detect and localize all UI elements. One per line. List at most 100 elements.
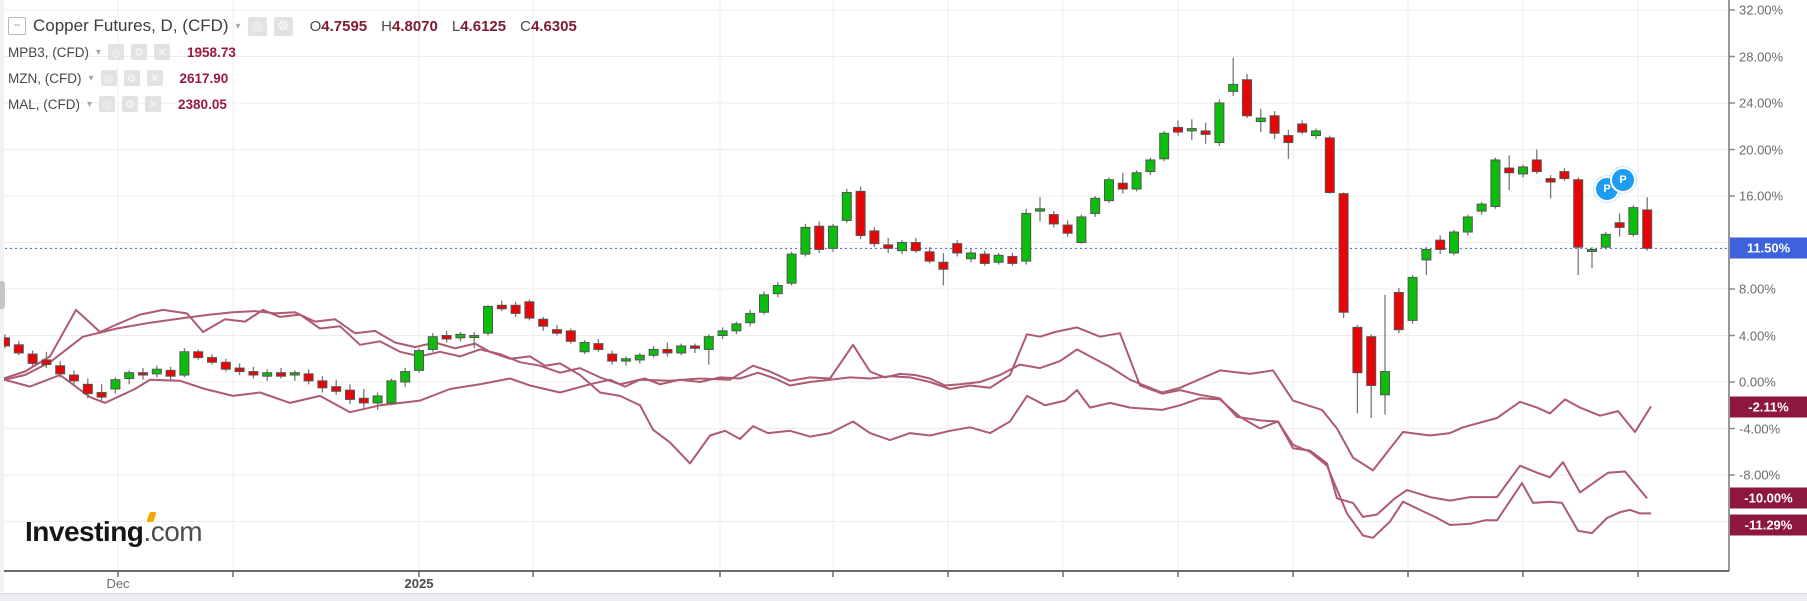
candle-up bbox=[1449, 231, 1459, 254]
close-value: 4.6305 bbox=[530, 17, 577, 35]
price-badge: 11.50% bbox=[1730, 237, 1807, 259]
candle-down bbox=[317, 380, 328, 389]
settings-gear-icon[interactable]: ⚙ bbox=[122, 96, 139, 112]
candle-up bbox=[110, 379, 121, 390]
y-axis-label: 20.00% bbox=[1739, 142, 1784, 157]
visibility-icon[interactable]: ◎ bbox=[100, 70, 117, 86]
candle-up bbox=[800, 226, 811, 255]
candle-down bbox=[1173, 126, 1183, 133]
candle-down bbox=[1062, 224, 1073, 234]
candle-down bbox=[331, 386, 342, 392]
x-axis-label: Dec bbox=[106, 576, 130, 591]
candle-up bbox=[1380, 371, 1390, 396]
candle-down bbox=[193, 351, 204, 359]
candle-down bbox=[1297, 123, 1308, 133]
candle-up bbox=[1421, 248, 1432, 261]
candle-down bbox=[1007, 255, 1018, 264]
close-icon[interactable]: ✕ bbox=[146, 70, 163, 86]
settings-gear-icon[interactable]: ⚙ bbox=[273, 16, 293, 36]
overlay-row-mzn: MZN, (CFD) ▾ ◎ ⚙ ✕ 2617.90 bbox=[8, 70, 228, 86]
candle-up bbox=[151, 368, 162, 375]
candle-down bbox=[207, 357, 217, 363]
legend-collapse-button[interactable]: − bbox=[8, 17, 26, 35]
candle-up bbox=[289, 372, 300, 376]
candle-down bbox=[869, 230, 880, 245]
candle-up bbox=[1104, 179, 1114, 202]
chevron-down-icon[interactable]: ▾ bbox=[88, 72, 94, 84]
overlay-name[interactable]: MPB3, (CFD) bbox=[8, 44, 89, 60]
candle-down bbox=[593, 343, 604, 350]
candle-up bbox=[772, 285, 783, 295]
candle-down bbox=[345, 389, 355, 400]
candle-down bbox=[55, 365, 66, 375]
candle-up bbox=[1131, 172, 1142, 190]
candle-down bbox=[1545, 178, 1556, 183]
chevron-down-icon[interactable]: ▾ bbox=[235, 20, 241, 32]
settings-gear-icon[interactable]: ⚙ bbox=[131, 44, 148, 60]
overlay-name[interactable]: MAL, (CFD) bbox=[8, 96, 80, 112]
pane-resize-handle[interactable] bbox=[0, 281, 5, 309]
candle-up bbox=[1476, 203, 1487, 212]
candle-up bbox=[1228, 83, 1239, 92]
close-icon[interactable]: ✕ bbox=[154, 44, 171, 60]
candle-down bbox=[1573, 179, 1584, 248]
candle-down bbox=[1048, 214, 1059, 225]
candle-down bbox=[1642, 209, 1653, 249]
candle-up bbox=[1628, 207, 1639, 235]
candle-up bbox=[1255, 117, 1266, 123]
overlay-name[interactable]: MZN, (CFD) bbox=[8, 70, 82, 86]
candle-up bbox=[386, 380, 397, 404]
candle-down bbox=[82, 383, 93, 395]
candle-down bbox=[220, 361, 231, 370]
candle-up bbox=[676, 345, 687, 354]
candle-up bbox=[759, 294, 769, 313]
investing-com-logo: Investing.com bbox=[25, 512, 203, 548]
overlay-value: 2617.90 bbox=[179, 70, 229, 86]
candle-down bbox=[303, 373, 314, 382]
candle-down bbox=[1324, 137, 1335, 194]
candle-up bbox=[1462, 216, 1473, 233]
candle-up bbox=[1090, 197, 1101, 214]
candle-down bbox=[1269, 115, 1280, 134]
y-axis-label: 0.00% bbox=[1739, 374, 1776, 390]
candle-down bbox=[138, 372, 148, 376]
candle-up bbox=[648, 348, 659, 356]
candle-down bbox=[924, 251, 935, 262]
candle-up bbox=[1076, 216, 1087, 244]
visibility-icon[interactable]: ◎ bbox=[108, 44, 125, 60]
candle-down bbox=[607, 353, 618, 362]
settings-gear-icon[interactable]: ⚙ bbox=[123, 70, 140, 86]
candle-down bbox=[165, 369, 176, 377]
symbol-title[interactable]: Copper Futures, D, (CFD) bbox=[33, 16, 229, 35]
low-label: L bbox=[451, 17, 461, 35]
candle-down bbox=[855, 190, 866, 237]
chevron-down-icon[interactable]: ▾ bbox=[96, 46, 102, 58]
candle-up bbox=[483, 305, 493, 334]
visibility-icon[interactable]: ◎ bbox=[247, 16, 267, 36]
candle-up bbox=[745, 312, 756, 324]
candle-down bbox=[814, 225, 825, 250]
candle-up bbox=[1490, 159, 1501, 207]
candle-down bbox=[1366, 336, 1377, 386]
overlay-row-mpb3: MPB3, (CFD) ▾ ◎ ⚙ ✕ 1958.73 bbox=[8, 44, 236, 60]
candle-down bbox=[552, 329, 562, 334]
price-badge: -11.29% bbox=[1730, 514, 1807, 536]
symbol-header: − Copper Futures, D, (CFD) ▾ ◎ ⚙ O4.7595… bbox=[8, 16, 577, 36]
visibility-icon[interactable]: ◎ bbox=[99, 96, 116, 112]
candle-up bbox=[634, 354, 645, 361]
y-axis-label: 16.00% bbox=[1739, 188, 1784, 204]
overlay-line-mzn bbox=[0, 310, 1651, 539]
y-axis-label: 32.00% bbox=[1739, 2, 1784, 18]
candle-down bbox=[1393, 291, 1404, 331]
chevron-down-icon[interactable]: ▾ bbox=[87, 98, 93, 110]
candle-down bbox=[662, 348, 673, 354]
close-label: C bbox=[520, 17, 531, 35]
close-icon[interactable]: ✕ bbox=[145, 96, 162, 112]
candle-down bbox=[538, 318, 549, 327]
bottom-scroll-strip[interactable] bbox=[0, 593, 1807, 601]
p-event-marker-icon[interactable]: P bbox=[1610, 167, 1636, 193]
candle-down bbox=[96, 391, 107, 398]
y-axis-label: -8.00% bbox=[1739, 467, 1781, 483]
